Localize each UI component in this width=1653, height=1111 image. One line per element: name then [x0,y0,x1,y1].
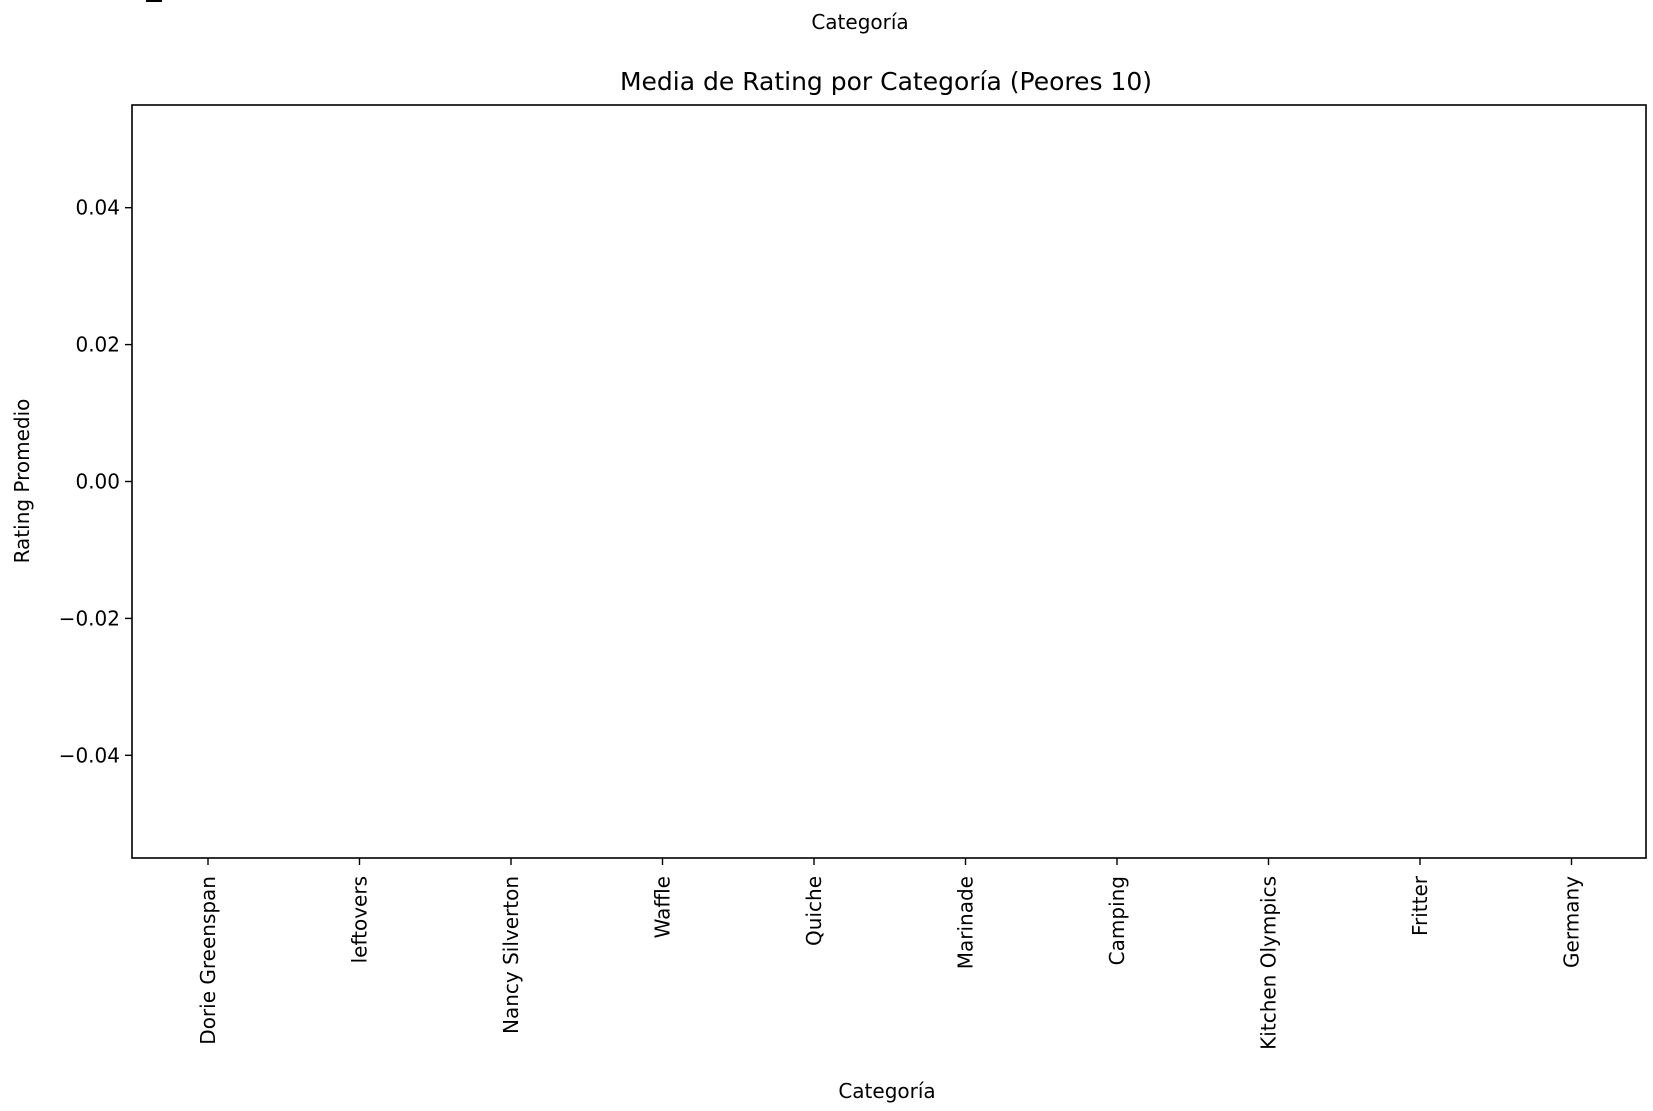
x-tick-label: Waffle [651,876,675,938]
x-tick-label: Nancy Silverton [499,876,523,1034]
y-tick-label: 0.04 [75,196,120,220]
chart-title: Media de Rating por Categoría (Peores 10… [620,67,1152,96]
y-tick-label: −0.02 [59,606,120,630]
y-tick-label: 0.00 [75,470,120,494]
y-tick-label: −0.04 [59,743,120,767]
x-tick-label: Marinade [954,876,978,969]
y-axis-label: Rating Promedio [10,399,34,564]
previous-chart-xlabel: Categoría [811,10,908,34]
previous-chart-fragment [146,0,162,2]
x-tick-label: leftovers [348,876,372,963]
x-tick-label: Dorie Greenspan [196,876,220,1045]
x-tick-label: Kitchen Olympics [1257,876,1281,1050]
y-tick-label: 0.02 [75,333,120,357]
x-tick-label: Camping [1105,876,1129,965]
x-axis: Dorie Greenspan leftovers Nancy Silverton W… [196,858,1584,1050]
x-tick-label: Germany [1560,876,1584,968]
x-axis-label: Categoría [838,1079,935,1103]
x-tick-label: Quiche [802,876,826,946]
x-tick-label: Fritter [1408,875,1432,936]
plot-area [131,104,1647,859]
y-axis: 0.04 0.02 0.00 −0.02 −0.04 [59,196,132,767]
